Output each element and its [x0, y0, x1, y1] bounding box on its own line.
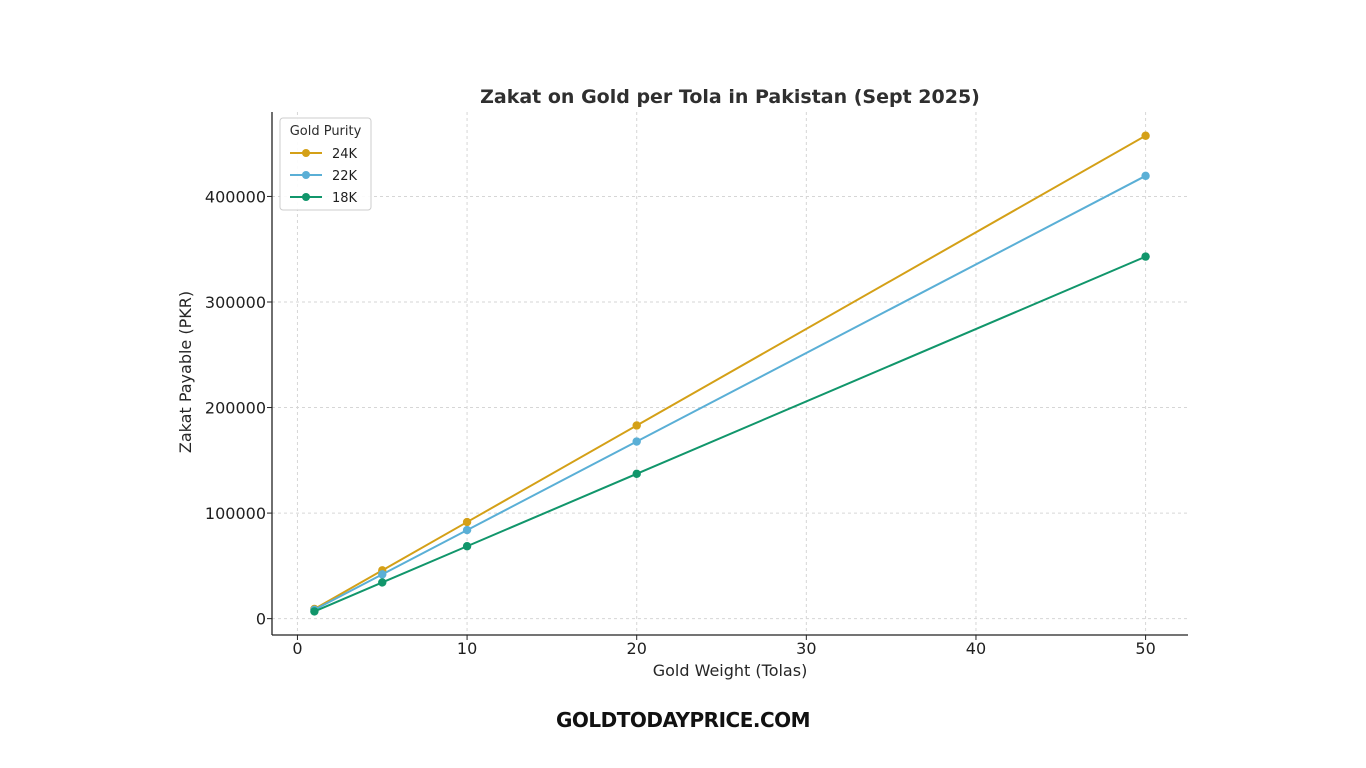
- x-tick-label: 50: [1135, 639, 1155, 658]
- legend-swatch-marker: [302, 193, 310, 201]
- data-point-22k: [1141, 171, 1150, 181]
- y-tick-label: 0: [256, 610, 266, 629]
- x-tick-label: 30: [796, 639, 816, 658]
- data-point-18k: [1141, 252, 1150, 261]
- chart-title: Zakat on Gold per Tola in Pakistan (Sept…: [480, 86, 980, 108]
- legend-item-22k: 22K: [290, 169, 358, 184]
- x-ticks: 0 10 20 30 40 50: [292, 635, 1156, 658]
- legend-label: 24K: [332, 147, 358, 162]
- data-point-22k: [378, 570, 387, 579]
- data-point-24k: [462, 517, 472, 527]
- legend-box: [279, 117, 372, 211]
- data-point-18k: [378, 578, 387, 587]
- y-tick-label: 200000: [205, 399, 266, 418]
- watermark: GOLDTODAYPRICE.COM: [555, 708, 811, 732]
- series-line-18k: [314, 255, 1146, 613]
- data-point-18k: [310, 607, 319, 616]
- y-tick-label: 100000: [205, 504, 266, 523]
- grid: [272, 112, 1188, 635]
- legend-item-18k: 18K: [290, 191, 358, 206]
- axes: [271, 112, 1188, 636]
- y-tick-label: 400000: [205, 187, 266, 206]
- legend-title: Gold Purity: [290, 124, 362, 139]
- legend-swatch-marker: [302, 171, 310, 179]
- x-tick-label: 40: [966, 639, 986, 658]
- series-18k: [310, 252, 1150, 616]
- data-point-24k: [1141, 131, 1150, 140]
- series-24k: [310, 131, 1150, 614]
- y-tick-label: 300000: [205, 293, 266, 312]
- legend-item-24k: 24K: [290, 147, 358, 162]
- legend: Gold Purity 24K 22K 18K: [279, 117, 372, 211]
- legend-swatch-marker: [302, 149, 310, 157]
- series-line-24k: [313, 134, 1147, 610]
- series-22k: [310, 171, 1150, 614]
- data-point-22k: [462, 525, 472, 535]
- series: [310, 131, 1150, 616]
- x-tick-label: 0: [292, 639, 302, 658]
- data-point-22k: [632, 437, 641, 446]
- data-point-24k: [632, 421, 641, 430]
- y-axis-label: Zakat Payable (PKR): [176, 291, 195, 453]
- data-point-18k: [632, 469, 641, 479]
- x-axis-label: Gold Weight (Tolas): [653, 661, 808, 680]
- legend-label: 18K: [332, 191, 358, 206]
- x-tick-label: 20: [627, 639, 647, 658]
- legend-label: 22K: [332, 169, 358, 184]
- x-tick-label: 10: [457, 639, 477, 658]
- series-line-22k: [313, 174, 1147, 611]
- y-ticks: 0 100000 200000 300000 400000: [205, 187, 272, 629]
- data-point-18k: [462, 542, 472, 551]
